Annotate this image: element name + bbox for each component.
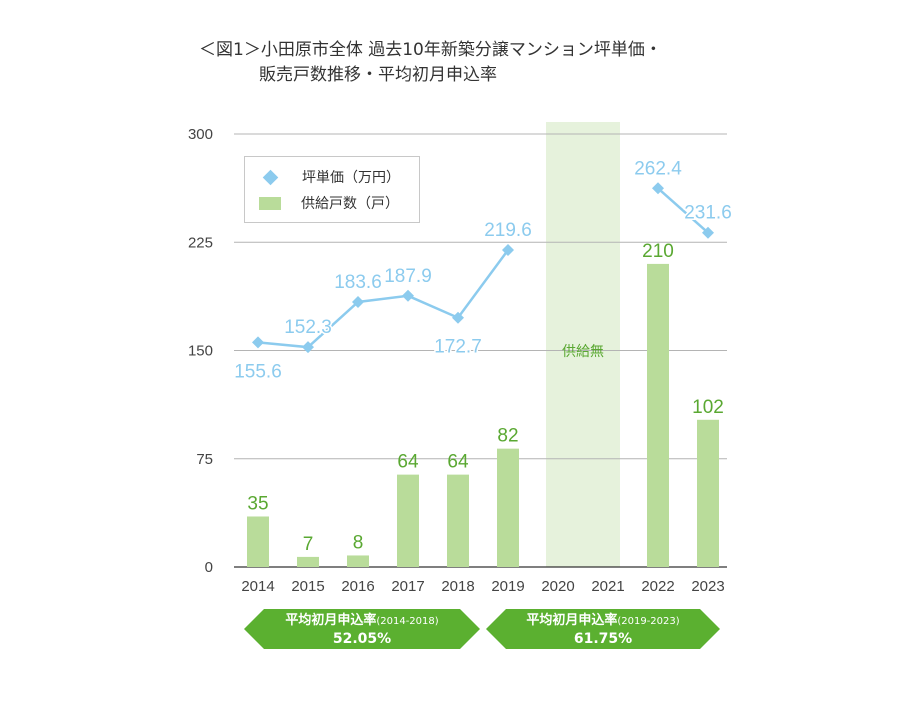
summary-value: 61.75% [573, 631, 633, 647]
bar-value-label: 7 [303, 534, 314, 555]
bar [247, 516, 269, 567]
price-marker [402, 289, 414, 302]
x-tick-label: 2017 [391, 578, 424, 595]
title-line-2: 販売戸数推移・平均初月申込率 [259, 65, 497, 85]
price-marker [352, 296, 364, 309]
no-supply-label: 供給無 [562, 344, 604, 360]
price-value-label: 187.9 [384, 266, 432, 287]
price-value-label: 172.7 [434, 337, 482, 358]
price-marker [452, 311, 464, 324]
x-tick-label: 2023 [691, 578, 724, 595]
y-tick-label: 225 [188, 234, 213, 251]
price-line [657, 187, 709, 234]
bar [497, 448, 519, 567]
y-tick-label: 150 [188, 343, 213, 360]
x-tick-label: 2019 [491, 578, 524, 595]
summary-period: (2019-2023) [617, 616, 680, 627]
summary-period: (2014-2018) [376, 616, 439, 627]
bar-value-label: 82 [497, 426, 518, 447]
x-tick-label: 2021 [591, 578, 624, 595]
x-tick-label: 2020 [541, 578, 574, 595]
bar-swatch-icon [259, 196, 281, 210]
x-tick-label: 2014 [241, 578, 274, 595]
x-tick-label: 2016 [341, 578, 374, 595]
price-value-label: 183.6 [334, 272, 382, 293]
bar-value-label: 35 [247, 493, 268, 514]
legend-label-units: 供給戸数（戸） [301, 196, 399, 212]
diamond-marker-icon [262, 169, 279, 185]
summary-label: 平均初月申込率 [526, 613, 618, 628]
price-marker [702, 226, 714, 239]
price-value-label: 231.6 [684, 203, 732, 224]
x-tick-label: 2015 [291, 578, 324, 595]
bar-value-label: 64 [447, 452, 469, 473]
bar-value-label: 102 [692, 397, 724, 418]
price-marker [502, 244, 514, 257]
x-tick-label: 2018 [441, 578, 474, 595]
price-value-label: 219.6 [484, 220, 532, 241]
price-value-label: 152.3 [284, 317, 332, 338]
chart-title: ＜図1＞小田原市全体 過去10年新築分譲マンション坪単価・ 販売戸数推移・平均初… [199, 38, 662, 88]
bar [297, 556, 319, 567]
price-marker [252, 336, 264, 349]
y-tick-label: 300 [188, 126, 213, 143]
summary-badge-2019-2023: 平均初月申込率(2019-2023) 61.75% [486, 609, 720, 649]
summary-badge-2014-2018: 平均初月申込率(2014-2018) 52.05% [244, 609, 480, 649]
summary-value: 52.05% [332, 631, 392, 647]
price-line [257, 249, 510, 349]
legend-label-price: 坪単価（万円） [302, 170, 400, 186]
legend-item-price: 坪単価（万円） [259, 166, 400, 188]
price-value-label: 262.4 [634, 158, 682, 179]
price-marker [652, 182, 664, 195]
y-tick-label: 0 [205, 559, 213, 576]
bar [447, 474, 469, 567]
x-tick-label: 2022 [641, 578, 674, 595]
bar [397, 474, 419, 567]
legend: 坪単価（万円） 供給戸数（戸） [244, 156, 420, 223]
bar-value-label: 210 [642, 241, 674, 262]
price-marker [302, 341, 314, 354]
bar-value-label: 8 [353, 532, 364, 553]
bar [647, 263, 669, 567]
legend-item-units: 供給戸数（戸） [259, 192, 399, 214]
bar [347, 555, 369, 567]
bar-value-label: 64 [397, 452, 419, 473]
title-line-1: ＜図1＞小田原市全体 過去10年新築分譲マンション坪単価・ [199, 40, 662, 60]
summary-label: 平均初月申込率 [285, 613, 377, 628]
price-value-label: 155.6 [234, 361, 282, 382]
y-tick-label: 75 [196, 451, 213, 468]
bar [697, 419, 719, 567]
no-supply-band [546, 122, 620, 567]
